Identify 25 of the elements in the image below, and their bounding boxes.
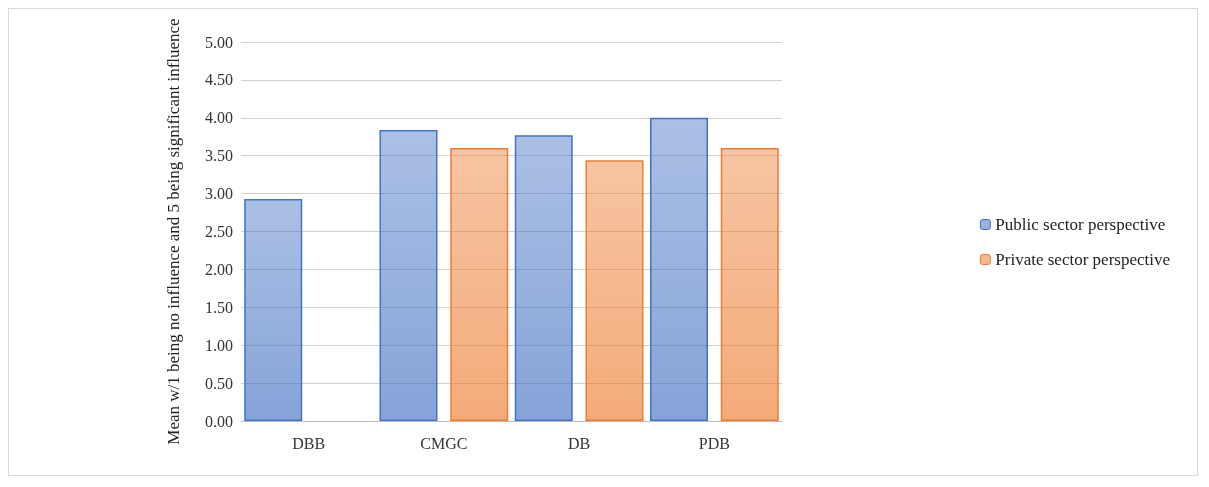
y-tick-label: 4.50: [205, 71, 233, 89]
y-tick-label: 2.50: [205, 223, 233, 240]
y-tick-label: 0.50: [205, 374, 233, 392]
bar: [450, 148, 509, 421]
y-axis-title: Mean w/1 being no influence and 5 being significant influence: [163, 18, 183, 445]
y-tick-label: 4.00: [205, 109, 233, 127]
bar: [244, 198, 303, 421]
legend-label: Private sector perspective: [995, 250, 1171, 269]
y-tick-label: 1.50: [205, 298, 233, 316]
bar: [379, 129, 438, 421]
bar: [720, 148, 779, 421]
bar: [585, 160, 644, 421]
y-tick-label: 0.00: [205, 412, 233, 430]
x-tick-label: DB: [568, 434, 591, 452]
x-tick-label: PDB: [698, 434, 730, 452]
y-tick-label: 3.50: [205, 147, 233, 165]
bar: [650, 117, 708, 421]
bar: [514, 135, 573, 421]
y-tick-label: 1.00: [205, 336, 233, 354]
x-tick-label: DBB: [292, 434, 326, 452]
x-tick-label: CMGC: [420, 434, 468, 452]
y-tick-label: 3.00: [205, 185, 233, 203]
y-tick-label: 5.00: [205, 33, 233, 51]
legend-label: Public sector perspective: [995, 215, 1166, 234]
y-tick-label: 2.00: [205, 260, 233, 278]
